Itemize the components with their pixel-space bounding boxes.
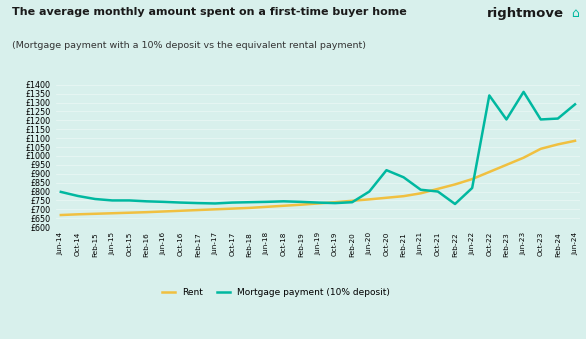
Rent xyxy=(74,212,81,216)
Rent xyxy=(400,194,407,198)
Text: (Mortgage payment with a 10% deposit vs the equivalent rental payment): (Mortgage payment with a 10% deposit vs … xyxy=(12,41,366,50)
Mortgage payment (10% deposit) xyxy=(297,200,304,204)
Rent xyxy=(571,139,578,143)
Rent xyxy=(383,196,390,200)
Text: ⌂: ⌂ xyxy=(571,7,579,20)
Mortgage payment (10% deposit) xyxy=(520,90,527,94)
Rent xyxy=(178,209,185,213)
Mortgage payment (10% deposit) xyxy=(91,197,98,201)
Mortgage payment (10% deposit) xyxy=(417,188,424,192)
Mortgage payment (10% deposit) xyxy=(486,94,493,98)
Rent xyxy=(212,207,219,212)
Rent xyxy=(195,208,202,212)
Rent xyxy=(315,201,322,205)
Rent xyxy=(109,211,116,215)
Rent xyxy=(280,204,287,208)
Rent xyxy=(91,212,98,216)
Rent xyxy=(486,170,493,174)
Mortgage payment (10% deposit) xyxy=(503,117,510,121)
Mortgage payment (10% deposit) xyxy=(109,198,116,202)
Rent xyxy=(246,206,253,210)
Rent xyxy=(520,156,527,160)
Rent xyxy=(143,210,150,214)
Rent xyxy=(349,199,356,203)
Mortgage payment (10% deposit) xyxy=(554,117,561,121)
Rent xyxy=(537,147,544,151)
Mortgage payment (10% deposit) xyxy=(178,201,185,205)
Mortgage payment (10% deposit) xyxy=(57,190,64,194)
Mortgage payment (10% deposit) xyxy=(571,102,578,106)
Mortgage payment (10% deposit) xyxy=(400,175,407,179)
Mortgage payment (10% deposit) xyxy=(160,200,167,204)
Rent xyxy=(469,177,476,181)
Mortgage payment (10% deposit) xyxy=(143,199,150,203)
Rent xyxy=(366,197,373,201)
Rent xyxy=(57,213,64,217)
Text: The average monthly amount spent on a first-time buyer home: The average monthly amount spent on a fi… xyxy=(12,7,407,17)
Rent xyxy=(434,187,441,191)
Rent xyxy=(263,205,270,209)
Line: Mortgage payment (10% deposit): Mortgage payment (10% deposit) xyxy=(61,92,575,204)
Mortgage payment (10% deposit) xyxy=(195,201,202,205)
Mortgage payment (10% deposit) xyxy=(451,202,458,206)
Mortgage payment (10% deposit) xyxy=(229,201,236,205)
Mortgage payment (10% deposit) xyxy=(74,194,81,198)
Mortgage payment (10% deposit) xyxy=(469,186,476,190)
Mortgage payment (10% deposit) xyxy=(332,201,339,205)
Mortgage payment (10% deposit) xyxy=(246,200,253,204)
Rent xyxy=(503,163,510,167)
Line: Rent: Rent xyxy=(61,141,575,215)
Rent xyxy=(554,142,561,146)
Mortgage payment (10% deposit) xyxy=(212,201,219,205)
Legend: Rent, Mortgage payment (10% deposit): Rent, Mortgage payment (10% deposit) xyxy=(158,285,394,301)
Rent xyxy=(160,210,167,214)
Mortgage payment (10% deposit) xyxy=(315,201,322,205)
Mortgage payment (10% deposit) xyxy=(383,168,390,172)
Rent xyxy=(332,200,339,204)
Rent xyxy=(451,182,458,186)
Rent xyxy=(417,191,424,195)
Mortgage payment (10% deposit) xyxy=(263,200,270,204)
Text: rightmove: rightmove xyxy=(486,7,563,20)
Rent xyxy=(229,206,236,211)
Rent xyxy=(297,203,304,207)
Mortgage payment (10% deposit) xyxy=(126,198,133,202)
Mortgage payment (10% deposit) xyxy=(537,117,544,121)
Rent xyxy=(126,211,133,215)
Mortgage payment (10% deposit) xyxy=(434,190,441,194)
Mortgage payment (10% deposit) xyxy=(366,190,373,194)
Mortgage payment (10% deposit) xyxy=(280,199,287,203)
Mortgage payment (10% deposit) xyxy=(349,200,356,204)
